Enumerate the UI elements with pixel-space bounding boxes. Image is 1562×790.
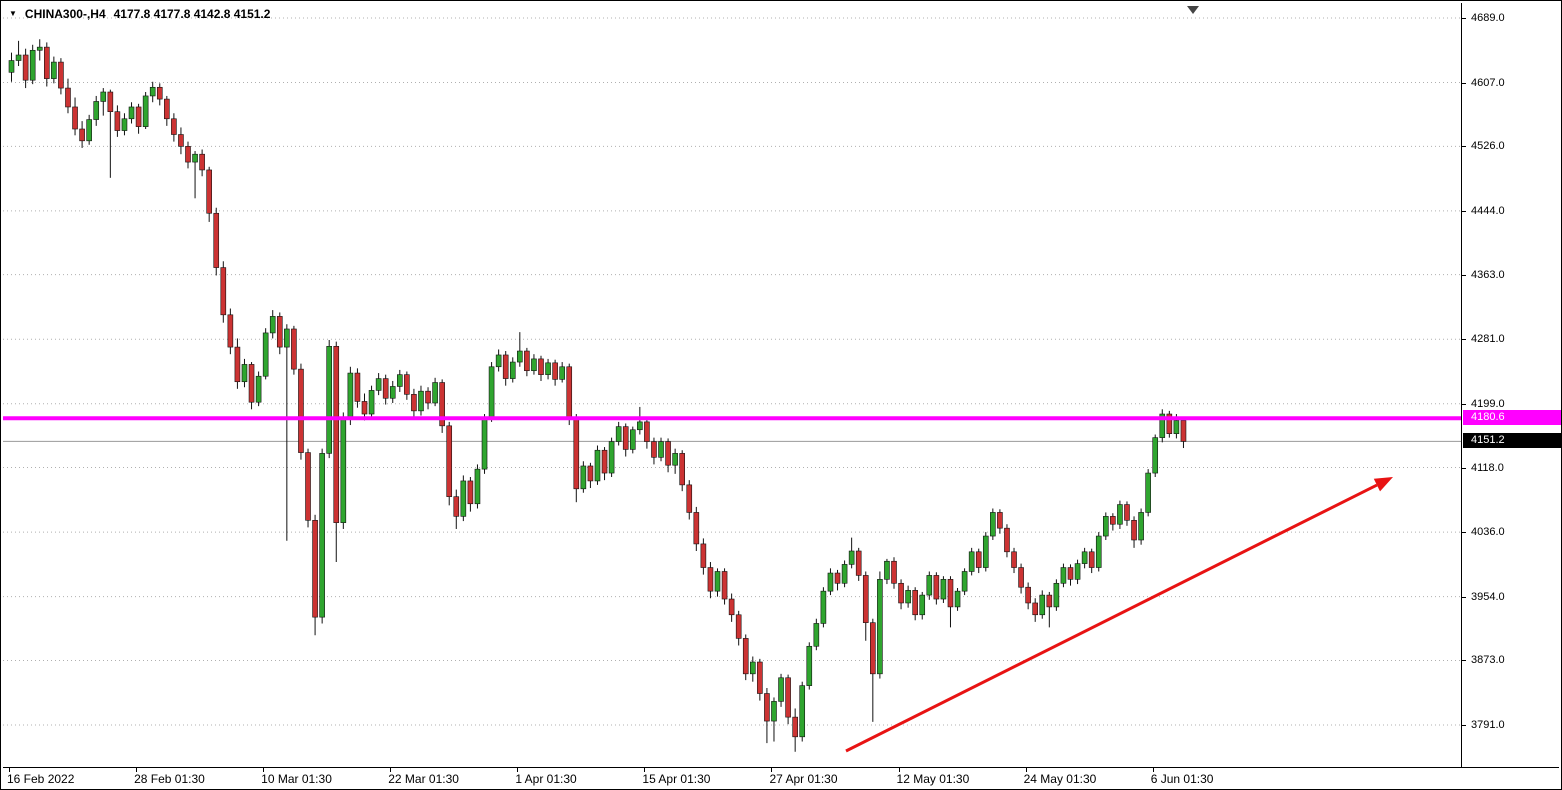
time-axis-tick [390,768,392,772]
price-axis-tick [1462,274,1466,276]
price-axis-tick [1462,339,1466,341]
price-axis-label: 3873.0 [1471,654,1505,667]
price-axis[interactable]: 4180.6 4151.2 4689.0 4607.0 4526.0 4444.0 43… [1461,3,1561,767]
time-axis-label: 16 Feb 2022 [7,772,75,786]
price-axis-label: 4281.0 [1471,333,1505,346]
candlestick-chart-canvas[interactable] [3,3,1461,767]
time-axis[interactable]: 16 Feb 2022 28 Feb 01:30 10 Mar 01:30 22 Ma… [3,767,1559,788]
ohlc-values: 4177.8 4177.8 4142.8 4151.2 [113,7,271,21]
time-axis-tick [1152,768,1154,772]
current-price-tag: 4151.2 [1463,433,1561,449]
time-axis-label: 12 May 01:30 [896,772,970,786]
symbol-dropdown-icon[interactable]: ▼ [9,9,17,18]
time-axis-label: 27 Apr 01:30 [769,772,838,786]
price-axis-label: 4607.0 [1471,76,1505,89]
price-axis-label: 4036.0 [1471,526,1505,539]
time-axis-tick [517,768,519,772]
symbol-period-label: CHINA300-,H4 [24,7,106,21]
price-axis-label: 4689.0 [1471,12,1505,24]
price-axis-tick [1462,210,1466,212]
time-axis-label: 10 Mar 01:30 [261,772,332,786]
chart-info-bar: ▼ CHINA300-,H4 4177.8 4177.8 4142.8 4151… [9,7,270,21]
current-price-value: 4151.2 [1471,434,1505,447]
price-axis-label: 4526.0 [1471,140,1505,153]
price-axis-tick [1462,660,1466,662]
time-axis-tick [644,768,646,772]
time-axis-tick [771,768,773,772]
candles [8,39,1187,752]
trend-arrow[interactable] [845,477,1393,753]
time-axis-tick [1025,768,1027,772]
price-axis-label: 3791.0 [1471,719,1505,731]
time-axis-label: 22 Mar 01:30 [388,772,459,786]
time-axis-label: 24 May 01:30 [1023,772,1097,786]
price-axis-label: 4199.0 [1471,397,1505,410]
price-axis-label: 4444.0 [1471,204,1505,217]
price-axis-tick [1462,725,1466,726]
time-axis-tick [898,768,900,772]
chart-shift-marker-icon[interactable] [1187,6,1199,14]
price-axis-label: 3954.0 [1471,590,1505,603]
time-axis-label: 28 Feb 01:30 [134,772,205,786]
time-axis-tick [9,768,10,772]
price-axis-tick [1462,403,1466,405]
price-axis-tick [1462,467,1466,469]
price-axis-tick [1462,596,1466,598]
hline-price-tag: 4180.6 [1463,410,1561,426]
price-axis-tick [1462,82,1466,84]
price-axis-label: 4363.0 [1471,268,1505,281]
time-axis-label: 6 Jun 01:30 [1150,772,1214,786]
time-axis-label: 15 Apr 01:30 [642,772,711,786]
price-axis-label: 4118.0 [1471,461,1504,474]
price-axis-tick [1462,532,1466,534]
time-axis-tick [263,768,265,772]
time-axis-label: 1 Apr 01:30 [515,772,577,786]
time-axis-tick [136,768,138,772]
price-axis-tick [1462,146,1466,148]
price-axis-tick [1462,18,1466,19]
hline-price-value: 4180.6 [1471,411,1505,424]
